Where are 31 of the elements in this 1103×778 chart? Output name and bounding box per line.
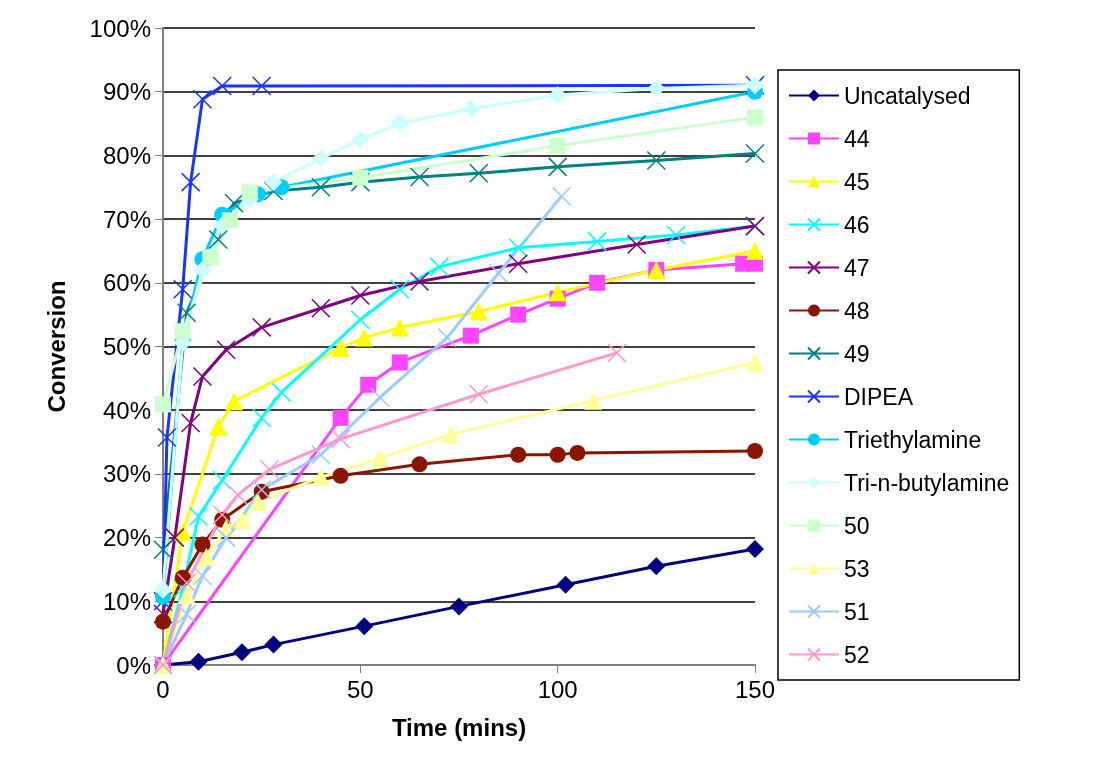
legend-label: Triethylamine	[844, 426, 982, 453]
y-axis-title: Conversion	[42, 280, 70, 413]
y-tick-label: 70%	[102, 205, 151, 233]
legend-label: 50	[844, 512, 870, 539]
y-tick-label: 30%	[102, 460, 151, 488]
legend-label: Uncatalysed	[844, 82, 971, 109]
x-tick-label: 0	[156, 675, 170, 703]
legend-label: 45	[844, 168, 870, 195]
y-tick-label: 80%	[102, 141, 151, 169]
y-tick-label: 100%	[89, 14, 151, 42]
legend-label: 49	[844, 340, 870, 367]
y-tick-label: 10%	[102, 587, 151, 615]
legend-label: 46	[844, 211, 870, 238]
legend-label: 51	[844, 598, 870, 625]
legend-label: Tri-n-butylamine	[844, 469, 1010, 496]
legend-label: 44	[844, 125, 870, 152]
y-tick-label: 0%	[116, 651, 151, 679]
y-tick-label: 50%	[102, 333, 151, 360]
legend-label: DIPEA	[844, 383, 914, 410]
y-tick-label: 20%	[102, 524, 151, 552]
y-tick-label: 40%	[102, 396, 151, 424]
legend-label: 53	[844, 555, 870, 582]
y-tick-label: 90%	[102, 78, 151, 106]
x-axis-title: Time (mins)	[391, 713, 527, 741]
x-tick-label: 100	[537, 675, 578, 703]
x-tick-label: 150	[734, 675, 776, 703]
x-tick-label: 50	[346, 675, 374, 703]
legend-label: 48	[844, 297, 870, 324]
legend-label: 52	[844, 641, 870, 668]
legend-label: 47	[844, 254, 870, 281]
y-tick-label: 60%	[102, 269, 151, 297]
